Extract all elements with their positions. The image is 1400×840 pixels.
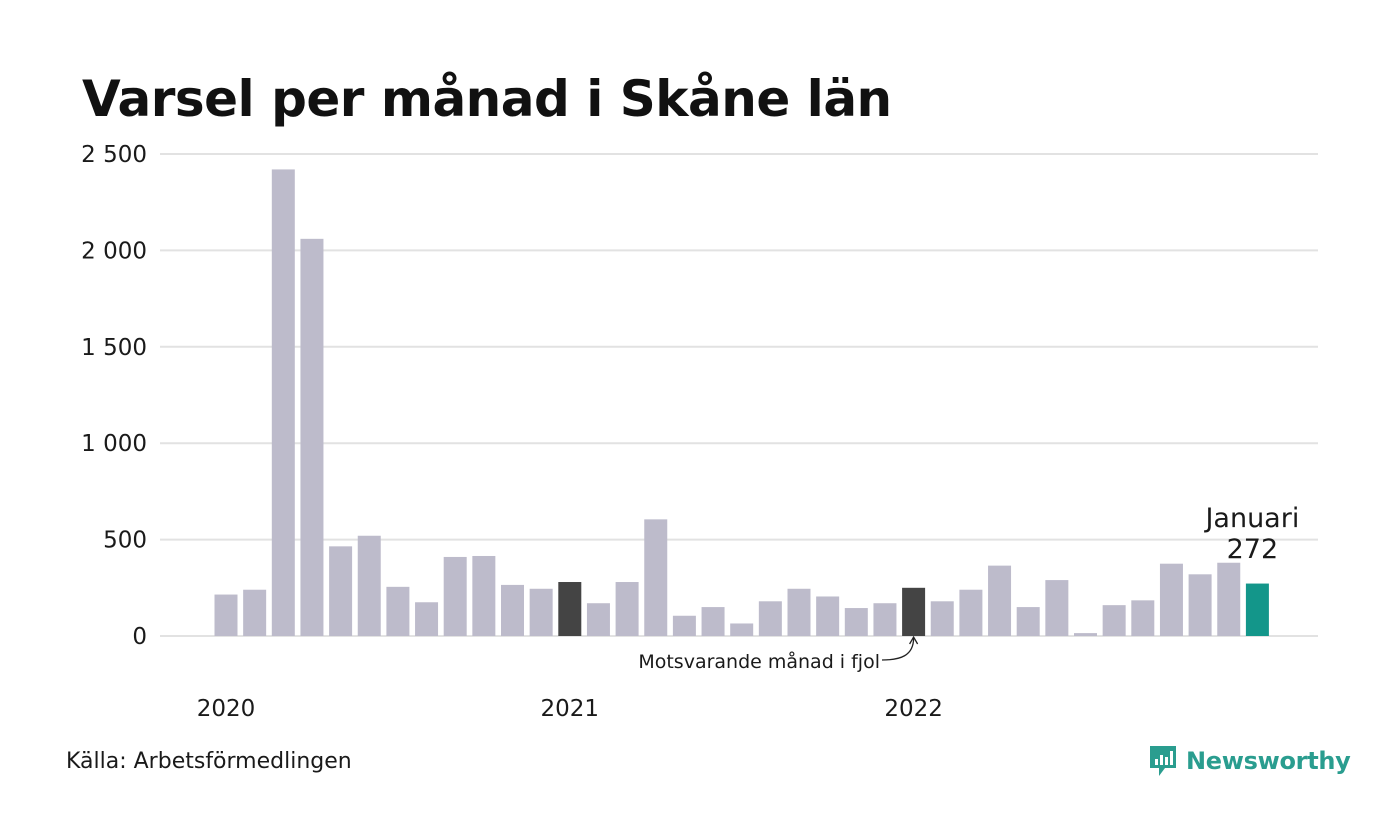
bar xyxy=(300,238,324,636)
bars xyxy=(214,169,1269,636)
bar xyxy=(787,588,811,636)
bar xyxy=(873,603,897,636)
bar xyxy=(758,601,782,636)
bar xyxy=(1016,607,1040,636)
x-tick-label: 2021 xyxy=(541,696,600,722)
bar xyxy=(415,602,439,636)
bar xyxy=(529,588,553,636)
y-tick-label: 2 000 xyxy=(81,238,147,264)
bar xyxy=(844,608,868,636)
y-tick-label: 500 xyxy=(103,528,147,554)
bar xyxy=(1131,600,1155,636)
bar xyxy=(1188,574,1212,636)
bar xyxy=(988,565,1012,636)
bar xyxy=(615,582,639,636)
bar xyxy=(501,584,524,636)
y-tick-label: 0 xyxy=(132,624,147,650)
bar xyxy=(357,535,381,636)
bar xyxy=(1159,563,1183,636)
brand-logo: Newsworthy xyxy=(1148,744,1351,778)
callout-value: 272 xyxy=(1227,534,1279,565)
bar xyxy=(1102,605,1126,636)
bar xyxy=(329,546,353,636)
bar xyxy=(386,586,410,636)
newsworthy-logo-icon xyxy=(1150,746,1176,776)
bar xyxy=(701,607,725,636)
x-tick-label: 2022 xyxy=(884,696,943,722)
annotation-arrow xyxy=(881,637,915,661)
y-tick-label: 1 500 xyxy=(81,335,147,361)
annotation-text: Motsvarande månad i fjol xyxy=(638,650,880,673)
brand-name: Newsworthy xyxy=(1186,747,1351,775)
bar xyxy=(730,623,754,636)
bar-current-month xyxy=(1245,583,1269,636)
x-axis-ticks: 2020 2021 2022 xyxy=(197,696,943,722)
bar xyxy=(1074,633,1097,636)
bar xyxy=(930,601,954,636)
bar xyxy=(586,603,610,636)
bar xyxy=(1217,562,1241,636)
y-axis-ticks: 0 500 1 000 1 500 2 000 2 500 xyxy=(81,142,147,650)
bar xyxy=(243,589,267,636)
bar xyxy=(816,596,840,636)
chart-title: Varsel per månad i Skåne län xyxy=(82,70,892,128)
gridlines xyxy=(160,153,1318,637)
bar-same-month-previous-year xyxy=(902,587,926,636)
bar xyxy=(472,555,496,636)
bar xyxy=(443,556,467,636)
bar xyxy=(672,615,696,636)
bar xyxy=(1045,580,1069,636)
bar-same-month-previous-year xyxy=(558,582,582,636)
bar xyxy=(214,594,238,636)
bar xyxy=(644,519,668,636)
y-tick-label: 1 000 xyxy=(81,431,147,457)
source-note: Källa: Arbetsförmedlingen xyxy=(66,749,352,774)
x-tick-label: 2020 xyxy=(197,696,256,722)
callout-month: Januari xyxy=(1203,503,1299,534)
bar xyxy=(959,589,983,636)
y-tick-label: 2 500 xyxy=(81,142,147,168)
annotation-arrowhead xyxy=(909,635,919,645)
bar xyxy=(271,169,295,636)
